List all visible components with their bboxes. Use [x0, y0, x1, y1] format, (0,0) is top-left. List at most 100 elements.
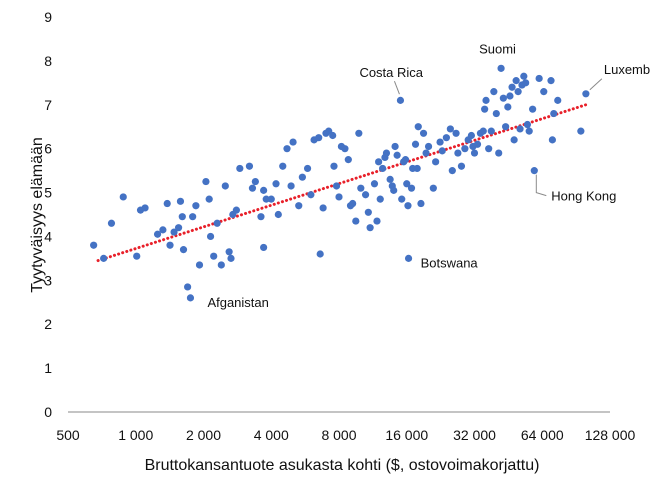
x-tick-label: 2 000 [186, 427, 221, 443]
data-point [206, 232, 215, 241]
data-point [522, 79, 530, 87]
data-point [473, 140, 482, 148]
data-point [355, 129, 363, 137]
y-axis-title: Tyytyväisyys elämään [29, 137, 46, 293]
data-point [133, 252, 141, 260]
data-point [267, 195, 275, 203]
data-point [454, 149, 462, 157]
x-axis-title: Bruttokansantuote asukasta kohti ($, ost… [145, 457, 540, 474]
data-point [446, 125, 454, 133]
x-tick-label: 64 000 [521, 427, 564, 443]
data-point [417, 199, 425, 208]
data-point [287, 182, 295, 190]
data-point [295, 202, 303, 210]
data-point [391, 142, 399, 151]
data-point [303, 164, 312, 173]
data-point [329, 131, 337, 140]
data-point [429, 184, 437, 192]
data-point [504, 103, 512, 111]
y-tick-label: 8 [44, 53, 52, 69]
y-tick-label: 9 [44, 9, 52, 25]
y-tick-label: 6 [44, 141, 52, 157]
data-point [442, 134, 450, 142]
data-point [461, 145, 469, 153]
data-point [90, 241, 98, 249]
trendline-line [96, 103, 588, 263]
data-point [274, 210, 282, 219]
y-tick-label: 4 [44, 228, 52, 244]
data-point [479, 127, 487, 135]
annotation-label: Costa Rica [359, 65, 423, 80]
data-point [375, 158, 383, 166]
trendline [96, 103, 588, 263]
data-point [335, 193, 343, 201]
x-tick-label: 1 000 [118, 427, 153, 443]
data-point [490, 88, 498, 96]
annotation-label: Luxemburg [604, 62, 650, 77]
data-point [373, 217, 381, 225]
data-point [178, 213, 186, 221]
data-point [189, 213, 197, 221]
data-point [217, 261, 225, 269]
annotation-label: Suomi [479, 41, 516, 56]
annotation-label: Afganistan [207, 295, 268, 310]
data-point [330, 162, 338, 170]
data-point [514, 88, 522, 96]
annotation-label: Botswana [421, 255, 479, 270]
data-point [452, 129, 460, 137]
data-point [352, 217, 360, 225]
x-tick-label: 32 000 [453, 427, 496, 443]
data-point [516, 125, 524, 133]
data-point [482, 96, 490, 104]
data-point [540, 88, 548, 96]
data-point [213, 219, 221, 227]
y-tick-labels: 0 1 2 3 4 5 6 7 8 9 [44, 9, 52, 420]
data-point [316, 250, 324, 258]
data-point [195, 261, 204, 269]
data-point [262, 195, 270, 203]
data-point [202, 177, 210, 186]
data-point [529, 105, 537, 113]
data-point [364, 208, 372, 216]
data-point [535, 74, 543, 83]
data-point [492, 109, 500, 118]
data-point [344, 156, 352, 164]
data-point [257, 213, 265, 221]
data-point [379, 164, 387, 173]
annotation-leader [393, 81, 400, 95]
annotation-leader [535, 174, 547, 197]
data-point [225, 248, 233, 256]
data-point [432, 158, 440, 166]
data-point [186, 294, 195, 302]
data-point [174, 224, 183, 232]
data-point [251, 177, 259, 186]
data-point [227, 254, 235, 262]
data-point [221, 182, 229, 190]
y-tick-label: 2 [44, 316, 52, 332]
data-point [361, 191, 370, 199]
data-point [438, 147, 446, 155]
x-tick-labels: 500 1 000 2 000 4 000 8 000 16 000 32 000 64 00… [56, 427, 635, 443]
data-point [166, 241, 174, 249]
y-tick-label: 3 [44, 272, 52, 288]
data-point [419, 129, 428, 137]
x-tick-label: 128 000 [585, 427, 636, 443]
data-point [307, 191, 315, 199]
data-point [548, 136, 556, 144]
data-point [413, 164, 421, 173]
data-point [366, 224, 374, 232]
data-point [547, 77, 555, 85]
data-point [272, 180, 280, 188]
data-point [550, 109, 558, 118]
data-points [90, 64, 590, 302]
data-point [184, 283, 192, 291]
data-point [481, 105, 489, 113]
data-point [467, 131, 475, 140]
data-point [210, 252, 218, 260]
data-point [470, 149, 479, 157]
annotations: Suomi Luxemburg Costa Rica Hong Kong Botswan… [207, 41, 650, 310]
y-tick-label: 1 [44, 360, 52, 376]
data-point [554, 96, 562, 104]
data-point [163, 199, 171, 208]
